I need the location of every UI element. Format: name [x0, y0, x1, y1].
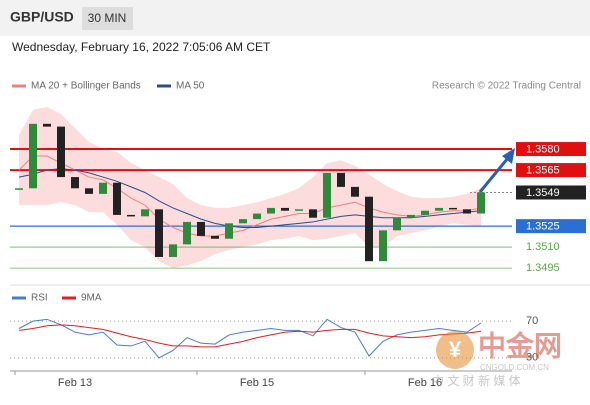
x-tick-label: Feb 15 [240, 377, 274, 389]
watermark-tagline: 中 文 财 新 媒 体 [432, 373, 521, 388]
candle [85, 188, 93, 194]
bollinger-band [19, 107, 481, 269]
candle [169, 244, 177, 257]
candle [267, 207, 275, 214]
watermark: ¥ 中金网 CNGOLD.COM.CN 中 文 财 新 媒 体 [432, 329, 562, 388]
candle [225, 223, 233, 239]
subtitle: Wednesday, February 16, 2022 7:05:06 AM … [12, 40, 271, 54]
legend-label: MA 20 + Bollinger Bands [31, 81, 141, 92]
candle [43, 123, 51, 127]
candle [141, 209, 149, 217]
candle [351, 186, 359, 197]
interval-badge [82, 7, 133, 30]
candle [239, 219, 247, 224]
rsi-line [18, 324, 482, 348]
level-label: 1.3495 [526, 262, 560, 274]
candle [155, 209, 163, 257]
candle [379, 230, 387, 262]
interval: 30 MIN [88, 11, 127, 25]
level-label: 1.3510 [526, 241, 560, 253]
candle [309, 209, 317, 218]
candle [183, 221, 191, 245]
watermark-name: 中金网 [478, 329, 562, 361]
candle [99, 182, 107, 194]
y-tick-label: 30 [526, 352, 538, 364]
watermark-site: CNGOLD.COM.CN [480, 363, 549, 372]
forecast-arrow [478, 157, 510, 193]
svg-text:¥: ¥ [449, 337, 462, 362]
level-box [516, 142, 586, 157]
candle [463, 209, 471, 214]
symbol: GBP/USD [10, 9, 74, 25]
candle [393, 217, 401, 231]
source: Research © 2022 Trading Central [432, 81, 581, 92]
candle [295, 209, 303, 211]
candle [127, 214, 135, 217]
candle [253, 213, 261, 220]
candle [365, 196, 373, 262]
level-box [516, 219, 586, 234]
candle [197, 221, 205, 236]
level-label: 1.3549 [526, 187, 560, 199]
legend-label: MA 50 [176, 81, 205, 92]
y-tick-label: 70 [526, 315, 538, 327]
legend-label: RSI [31, 293, 48, 304]
candle [421, 210, 429, 215]
candle [57, 126, 65, 178]
candle [337, 172, 345, 187]
level-label: 1.3525 [526, 221, 560, 233]
candle [449, 207, 457, 210]
candle [435, 207, 443, 211]
ma-line [18, 168, 482, 229]
level-label: 1.3580 [526, 143, 560, 155]
forecast-arrowhead [502, 148, 515, 164]
level-box [516, 163, 586, 178]
x-tick-label: Feb 16 [408, 377, 442, 389]
legend-label: 9MA [81, 293, 102, 304]
x-tick-label: Feb 13 [58, 377, 92, 389]
level-box [516, 185, 586, 200]
rsi-line [18, 318, 482, 359]
candle [113, 182, 121, 215]
candle [477, 192, 485, 214]
candle [29, 123, 37, 189]
level-label: 1.3565 [526, 164, 560, 176]
candle [281, 207, 289, 211]
candle [211, 235, 219, 239]
candle [407, 214, 415, 218]
plot: 1.3580 1.3565 1.3549 1.3525 1.3510 1.3495 MA 2… [10, 81, 586, 389]
candle [323, 172, 331, 218]
candle [71, 177, 79, 189]
candle [15, 188, 23, 190]
